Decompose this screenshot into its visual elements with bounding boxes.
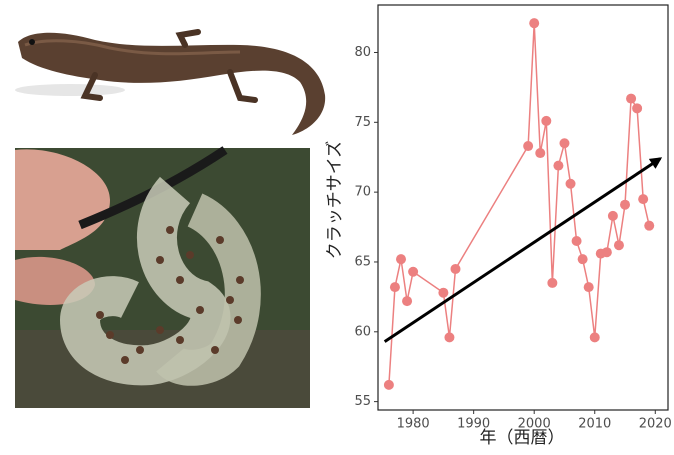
data-point: [402, 296, 413, 307]
x-tick-label: 1980: [397, 417, 430, 432]
x-tick-label: 2020: [639, 417, 672, 432]
x-tick-label: 1990: [457, 417, 490, 432]
y-tick-label: 70: [354, 185, 371, 200]
data-point: [438, 287, 449, 298]
x-tick-label: 2010: [578, 417, 611, 432]
data-point: [541, 115, 552, 126]
data-point: [565, 178, 576, 189]
data-point: [559, 138, 570, 149]
data-point: [383, 379, 394, 390]
data-point: [620, 199, 631, 210]
y-tick-label: 65: [354, 254, 371, 269]
x-tick-label: 2000: [518, 417, 551, 432]
data-point: [589, 332, 600, 343]
data-point: [583, 282, 594, 293]
data-point: [535, 148, 546, 159]
data-point: [613, 240, 624, 251]
data-point: [529, 18, 540, 29]
data-point: [523, 141, 534, 152]
y-tick-label: 75: [354, 115, 371, 130]
y-tick-label: 60: [354, 324, 371, 339]
data-point: [547, 277, 558, 288]
plot-frame: [377, 4, 669, 411]
data-point: [601, 247, 612, 258]
egg-sac-photo: [15, 146, 310, 408]
data-point: [577, 254, 588, 265]
data-point: [632, 103, 643, 114]
y-tick-label: 55: [354, 394, 371, 409]
data-point: [450, 263, 461, 274]
data-point: [607, 210, 618, 221]
data-point: [389, 282, 400, 293]
y-tick-label: 80: [354, 45, 371, 60]
salamander-photo: [15, 29, 326, 135]
y-axis-label: クラッチサイズ: [325, 141, 345, 260]
data-point: [553, 160, 564, 171]
data-point: [626, 93, 637, 104]
data-point: [396, 254, 407, 265]
data-point: [644, 220, 655, 231]
data-point: [408, 266, 419, 277]
data-point: [444, 332, 455, 343]
trend-arrow: [383, 157, 663, 343]
data-point: [638, 194, 649, 205]
x-axis-label: 年（西暦）: [480, 428, 565, 448]
series-line: [388, 23, 650, 385]
data-point: [571, 236, 582, 247]
